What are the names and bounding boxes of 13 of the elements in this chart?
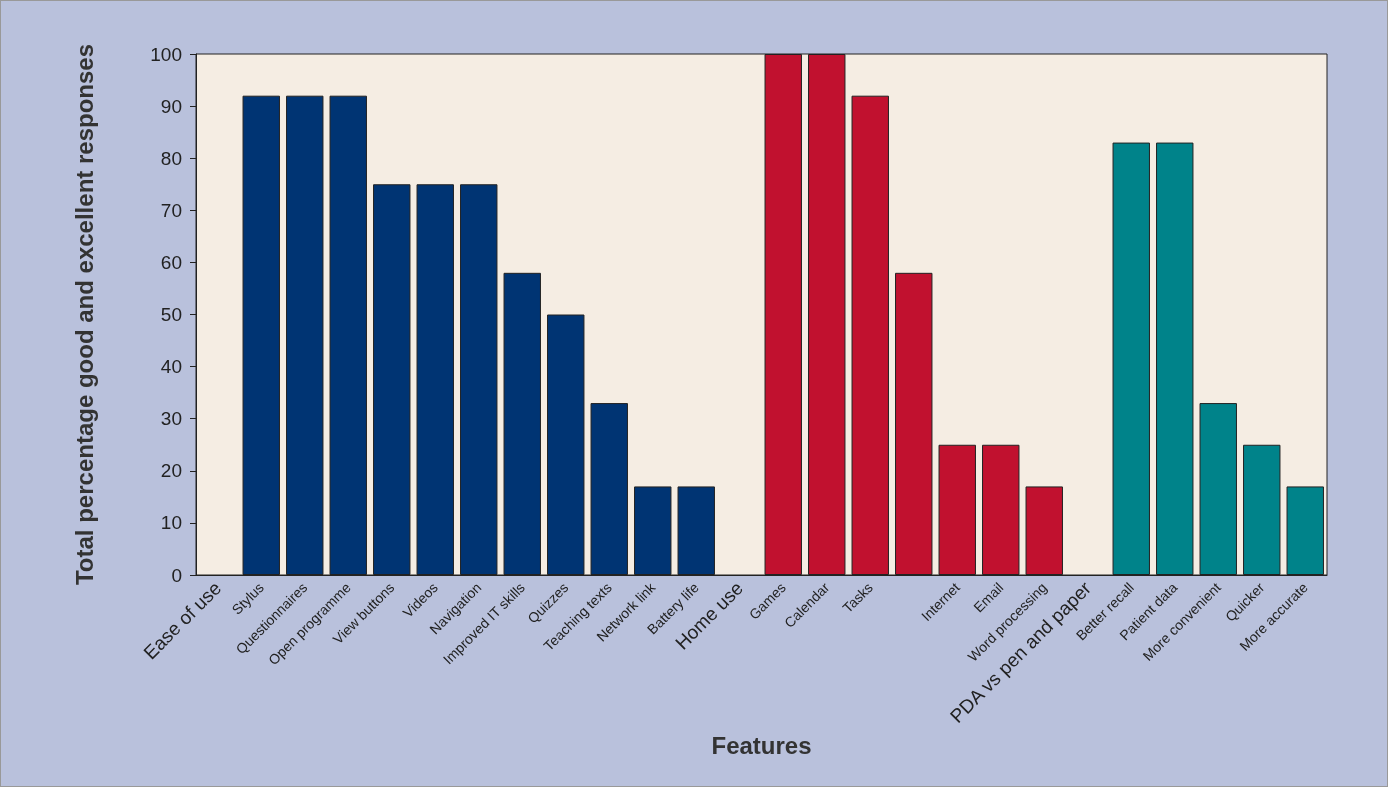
y-tick-label: 0 xyxy=(171,564,182,586)
y-tick-label: 50 xyxy=(160,304,182,325)
x-axis-title: Features xyxy=(711,732,812,760)
y-tick-label: 30 xyxy=(160,408,182,430)
y-tick-label: 20 xyxy=(160,460,182,482)
y-tick-label: 40 xyxy=(160,356,182,378)
y-tick-label: 80 xyxy=(160,147,182,169)
y-tick-label: 60 xyxy=(160,251,182,273)
y-tick-label: 100 xyxy=(150,43,182,65)
y-axis-title: Total percentage good and excellent responses xyxy=(70,43,98,586)
y-tick-label: 70 xyxy=(160,199,182,221)
y-tick-label: 10 xyxy=(160,512,182,534)
y-tick-label: 90 xyxy=(160,95,182,117)
